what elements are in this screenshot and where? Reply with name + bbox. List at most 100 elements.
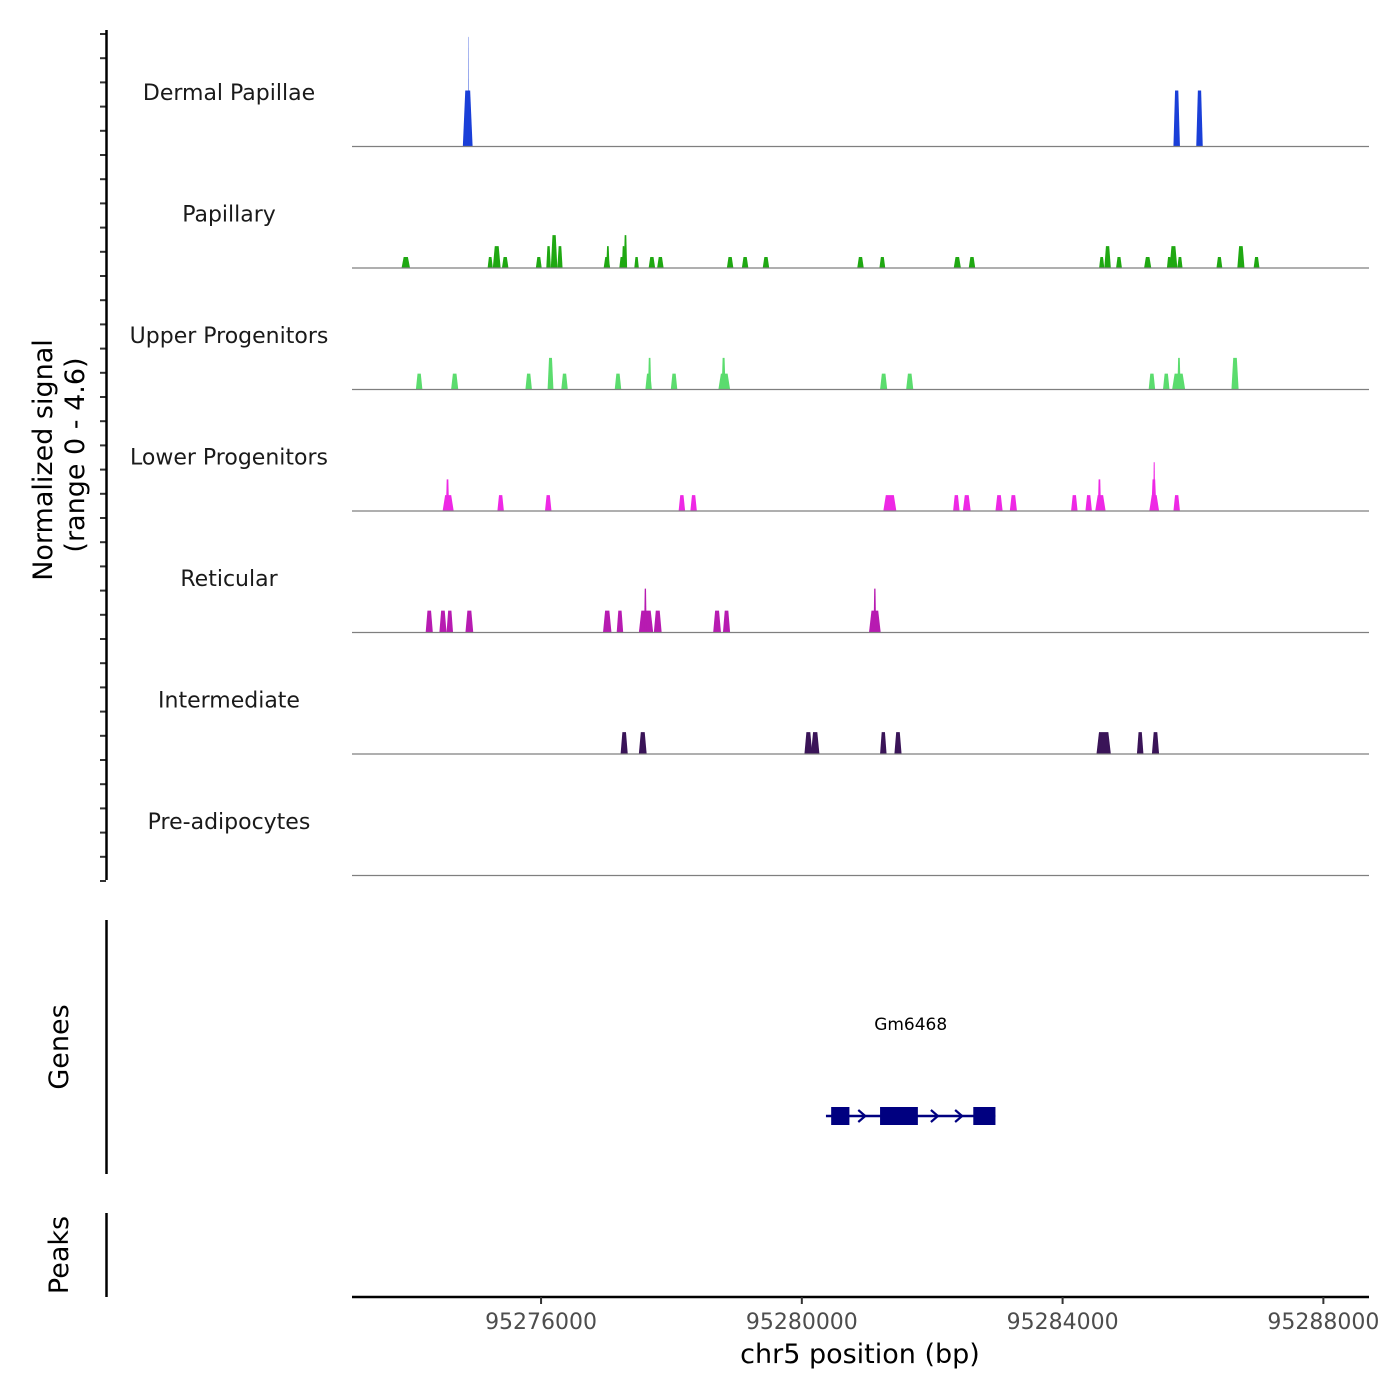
coverage-peak	[561, 373, 568, 390]
coverage-peak	[1099, 257, 1105, 268]
coverage-peak	[810, 732, 820, 754]
coverage-peak	[546, 246, 551, 268]
coverage-peak	[547, 357, 554, 390]
coverage-peak	[623, 235, 628, 268]
coverage-peak	[762, 257, 770, 268]
coverage-y-axis-range: (range 0 - 4.6)	[60, 357, 91, 552]
coverage-peak	[1097, 479, 1102, 511]
track-label: Intermediate	[158, 689, 300, 714]
coverage-peak	[713, 610, 721, 633]
coverage-peak	[1085, 495, 1092, 511]
coverage-peak	[492, 246, 501, 268]
coverage-peak	[678, 495, 686, 511]
coverage-peak	[1162, 373, 1170, 390]
coverage-y-ticks	[100, 33, 106, 882]
track-dermal-papillae: Dermal Papillae	[143, 36, 1369, 148]
coverage-peak	[535, 257, 542, 268]
coverage-peak	[953, 495, 960, 511]
coverage-y-axis-title: Normalized signal	[28, 339, 59, 581]
coverage-peak	[648, 257, 656, 268]
coverage-peak	[1096, 732, 1111, 754]
gene-gm6468: Gm6468	[825, 1015, 996, 1125]
track-label: Upper Progenitors	[130, 324, 329, 349]
x-axis-tick-label: 95288000	[1267, 1310, 1379, 1335]
strand-arrow	[930, 1109, 940, 1123]
coverage-peak	[1177, 357, 1181, 390]
track-label: Lower Progenitors	[130, 446, 328, 471]
gene-exon	[880, 1107, 918, 1125]
genes-axis-title: Genes	[44, 1004, 75, 1089]
coverage-peak	[606, 246, 610, 268]
x-axis-tick-label: 95280000	[746, 1310, 858, 1335]
coverage-peak	[1104, 246, 1111, 268]
coverage-peak	[1136, 732, 1144, 754]
track-reticular: Reticular	[180, 567, 1369, 634]
coverage-peak	[857, 257, 864, 268]
gene-name-label: Gm6468	[874, 1015, 947, 1035]
x-axis-tick-label: 95276000	[485, 1310, 597, 1335]
coverage-peak	[879, 257, 886, 268]
coverage-peak	[653, 610, 662, 633]
coverage-peak	[425, 610, 433, 633]
coverage-peak	[1071, 495, 1078, 511]
gene-exon	[973, 1107, 996, 1125]
coverage-peak	[1173, 495, 1180, 511]
coverage-peak	[616, 610, 624, 633]
coverage-peak	[1169, 246, 1178, 268]
track-intermediate: Intermediate	[158, 689, 1369, 755]
coverage-peak	[439, 610, 447, 633]
coverage-peak	[995, 495, 1003, 511]
coverage-peak	[1151, 732, 1160, 754]
coverage-peak	[497, 495, 504, 511]
coverage-peak	[1148, 373, 1156, 390]
coverage-peak	[894, 732, 902, 754]
coverage-peak	[873, 588, 877, 633]
coverage-peak	[968, 257, 976, 268]
gene-track: Gm6468	[825, 1015, 996, 1125]
coverage-peak	[525, 373, 532, 390]
coverage-peak	[657, 257, 664, 268]
coverage-peak	[487, 257, 493, 268]
coverage-peak	[690, 495, 697, 511]
coverage-peak	[638, 732, 647, 754]
x-axis-ticks: 95276000 95280000 95284000 95288000	[485, 1297, 1379, 1335]
coverage-peak	[550, 235, 558, 268]
track-label: Papillary	[182, 203, 276, 228]
strand-arrow	[857, 1109, 867, 1123]
coverage-peak	[647, 357, 652, 390]
coverage-peak	[501, 257, 509, 268]
peaks-axis-title: Peaks	[44, 1216, 75, 1294]
coverage-peak	[906, 373, 914, 390]
track-pre-adipocytes: Pre-adipocytes	[148, 810, 1369, 877]
coverage-peak	[544, 495, 552, 511]
track-label: Pre-adipocytes	[148, 810, 311, 835]
coverage-peak	[880, 732, 887, 754]
coverage-peak	[1216, 257, 1223, 268]
coverage-peak	[620, 732, 628, 754]
coverage-peak	[670, 373, 678, 390]
coverage-peak	[614, 373, 622, 390]
track-label: Reticular	[180, 567, 278, 592]
coverage-tracks: Dermal Papillae Papillary Upper Progenitor…	[130, 36, 1369, 877]
coverage-peak	[445, 479, 450, 511]
coverage-peak	[1196, 90, 1203, 147]
coverage-peak	[462, 90, 473, 147]
strand-arrow	[954, 1109, 964, 1123]
coverage-peak	[880, 373, 888, 390]
gene-exon	[831, 1107, 850, 1125]
coverage-peak	[644, 588, 647, 633]
coverage-peak	[465, 610, 474, 633]
coverage-peak	[1253, 257, 1260, 268]
coverage-peak	[1116, 257, 1122, 268]
x-axis-tick-label: 95284000	[1007, 1310, 1119, 1335]
coverage-peak	[722, 610, 731, 633]
coverage-peak	[602, 610, 612, 633]
coverage-peak	[1237, 246, 1245, 268]
coverage-peak	[1231, 357, 1239, 390]
coverage-peak	[953, 257, 961, 268]
coverage-peak	[415, 373, 423, 390]
coverage-peak	[557, 246, 563, 268]
coverage-peak	[446, 610, 454, 633]
x-axis-title: chr5 position (bp)	[740, 1339, 980, 1370]
coverage-peak	[468, 36, 469, 147]
